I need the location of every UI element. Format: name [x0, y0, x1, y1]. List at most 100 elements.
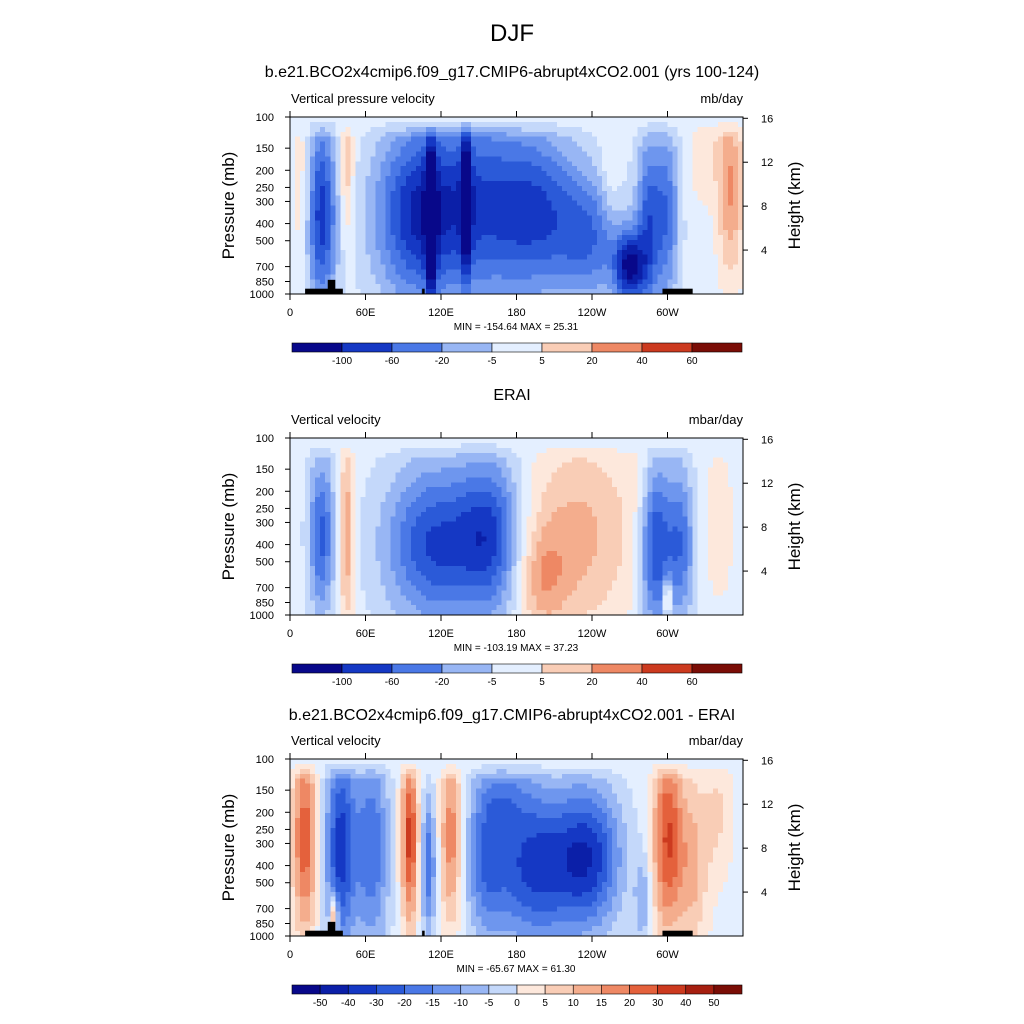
heatmap-cell [471, 585, 477, 592]
heatmap-cell [717, 244, 724, 251]
heatmap-cell [521, 452, 528, 459]
heatmap-cell [300, 575, 306, 582]
heatmap-cell [592, 230, 598, 236]
heatmap-cell [466, 447, 472, 454]
heatmap-cell [375, 274, 382, 280]
heatmap-cell [415, 521, 422, 528]
heatmap-cell [405, 590, 412, 596]
heatmap-cell [335, 230, 341, 236]
heatmap-cell [687, 225, 694, 231]
heatmap-cell [435, 442, 442, 449]
heatmap-cell [435, 438, 442, 444]
heatmap-cell [300, 151, 306, 157]
heatmap-cell [662, 180, 669, 187]
heatmap-cell [425, 259, 432, 266]
heatmap-cell [692, 166, 699, 172]
heatmap-cell [526, 279, 533, 285]
heatmap-cell [360, 156, 367, 162]
heatmap-cell [335, 215, 341, 221]
heatmap-cell [305, 610, 311, 616]
heatmap-cell [340, 210, 346, 216]
heatmap-cell [607, 269, 613, 275]
heatmap-cell [330, 452, 336, 459]
heatmap-cell [576, 161, 583, 167]
heatmap-cell [456, 185, 462, 192]
heatmap-cell [486, 151, 492, 157]
heatmap-cell [441, 462, 447, 469]
heatmap-cell [385, 220, 392, 226]
heatmap-cell [395, 131, 402, 138]
heatmap-cell [425, 146, 432, 153]
heatmap-cell [451, 585, 457, 592]
heatmap-cell [400, 447, 407, 454]
heatmap-cell [732, 249, 739, 256]
heatmap-cell [420, 156, 427, 162]
heatmap-cell [446, 244, 452, 251]
heatmap-cell [405, 259, 412, 266]
heatmap-cell [471, 506, 477, 513]
heatmap-cell [451, 239, 457, 246]
heatmap-cell [531, 274, 538, 280]
heatmap-cell [325, 146, 331, 153]
heatmap-cell [415, 511, 422, 518]
heatmap-cell [400, 249, 407, 256]
heatmap-cell [375, 200, 382, 207]
heatmap-cell [486, 141, 492, 148]
topography-mask [662, 288, 693, 294]
heatmap-cell [420, 225, 427, 231]
heatmap-cell [732, 136, 739, 143]
heatmap-cell [355, 220, 362, 226]
heatmap-cell [667, 185, 674, 192]
heatmap-cell [536, 284, 543, 290]
heatmap-cell [571, 259, 578, 266]
heatmap-cell [556, 215, 563, 221]
heatmap-cell [607, 215, 613, 221]
heatmap-cell [290, 166, 296, 172]
heatmap-cell [430, 556, 437, 562]
heatmap-cell [496, 284, 502, 290]
heatmap-cell [360, 136, 367, 143]
heatmap-cell [697, 136, 704, 143]
heatmap-cell [737, 117, 744, 123]
heatmap-cell [300, 531, 306, 537]
heatmap-cell [662, 205, 669, 212]
heatmap-cell [476, 541, 482, 547]
heatmap-cell [365, 180, 372, 187]
heatmap-cell [390, 442, 397, 449]
heatmap-cell [516, 516, 523, 523]
heatmap-cell [340, 472, 346, 478]
heatmap-cell [400, 141, 407, 148]
heatmap-cell [707, 176, 714, 182]
heatmap-cell [390, 497, 397, 503]
heatmap-cell [425, 239, 432, 246]
heatmap-cell [325, 210, 331, 216]
heatmap-cell [501, 600, 508, 606]
heatmap-cell [476, 467, 482, 474]
heatmap-cell [561, 171, 568, 177]
heatmap-cell [612, 151, 618, 157]
heatmap-cell [712, 180, 719, 187]
heatmap-cell [451, 605, 457, 611]
heatmap-cell [390, 585, 397, 592]
heatmap-cell [410, 126, 417, 133]
heatmap-cell [491, 220, 497, 226]
heatmap-cell [300, 205, 306, 212]
heatmap-cell [290, 259, 296, 266]
heatmap-cell [622, 244, 628, 251]
heatmap-cell [556, 244, 563, 251]
heatmap-cell [405, 225, 412, 231]
heatmap-cell [541, 185, 548, 192]
heatmap-cell [390, 536, 397, 542]
heatmap-cell [516, 541, 523, 547]
heatmap-cell [400, 452, 407, 459]
heatmap-cell [642, 215, 648, 221]
heatmap-cell [702, 180, 709, 187]
heatmap-cell [466, 565, 472, 572]
heatmap-cell [707, 279, 714, 285]
heatmap-cell [692, 190, 699, 197]
heatmap-cell [727, 166, 734, 172]
heatmap-cell [420, 166, 427, 172]
heatmap-cell [511, 462, 518, 469]
heatmap-cell [435, 605, 442, 611]
heatmap-cell [607, 274, 613, 280]
